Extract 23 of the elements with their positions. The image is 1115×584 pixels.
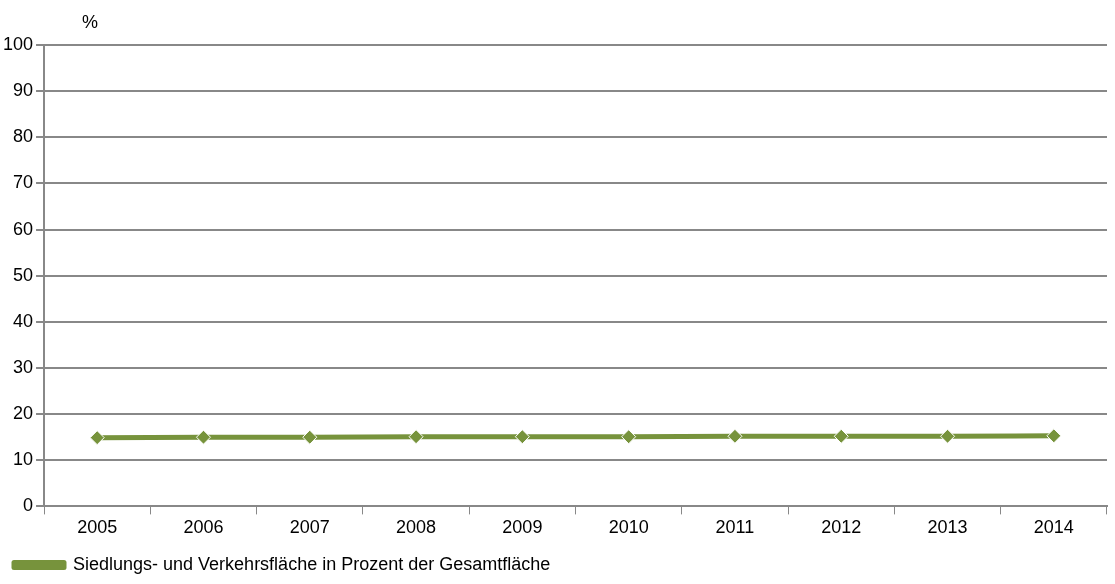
- legend-label: Siedlungs- und Verkehrsfläche in Prozent der Gesamtfläche: [73, 553, 551, 574]
- x-tick-label: 2014: [1033, 517, 1074, 538]
- x-tick-label: 2011: [715, 517, 755, 538]
- x-tick-label: 2010: [608, 517, 649, 538]
- x-tick-label: 2007: [289, 517, 330, 538]
- x-tick-label: 2013: [927, 517, 968, 538]
- y-tick-label: 40: [13, 310, 34, 331]
- x-tick-label: 2012: [821, 517, 862, 538]
- y-tick-label: 80: [13, 126, 34, 147]
- y-axis-title: %: [82, 12, 99, 33]
- x-tick-label: 2009: [502, 517, 543, 538]
- y-tick-label: 30: [13, 356, 34, 377]
- x-tick-label: 2008: [396, 517, 437, 538]
- y-tick-label: 70: [13, 172, 34, 193]
- y-tick-label: 100: [2, 33, 34, 54]
- y-tick-label: 60: [13, 218, 34, 239]
- y-tick-label: 0: [23, 495, 34, 516]
- y-tick-label: 20: [13, 403, 34, 424]
- y-tick-label: 50: [13, 264, 34, 285]
- x-tick-label: 2005: [77, 517, 118, 538]
- x-tick-label: 2006: [183, 517, 224, 538]
- y-tick-label: 10: [13, 449, 34, 470]
- y-tick-label: 90: [13, 80, 34, 101]
